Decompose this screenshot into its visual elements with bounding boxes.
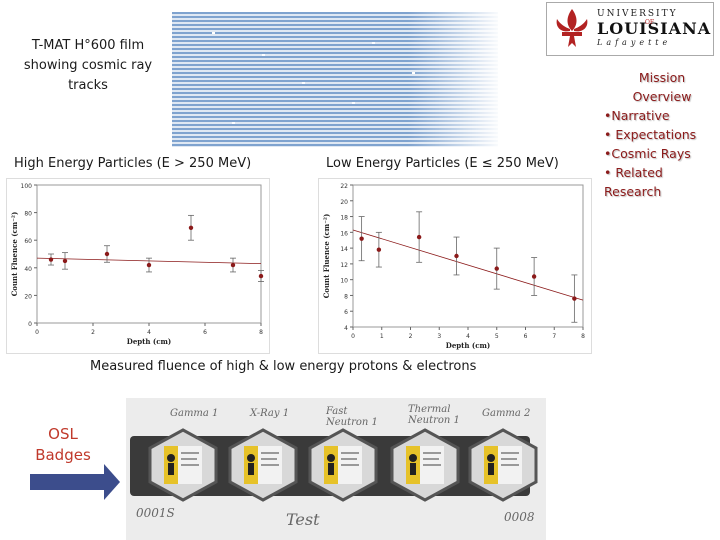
osl-badge-5	[468, 428, 538, 502]
photo-label-test: Test	[286, 510, 320, 529]
data-point	[531, 274, 537, 279]
plot-area	[352, 184, 584, 328]
x-tick-label: 8	[581, 333, 585, 340]
data-point	[188, 225, 194, 230]
y-tick-label: 16	[340, 230, 348, 237]
x-tick-label: 4	[147, 329, 151, 336]
y-axis-label: Count Fluence (cm⁻²)	[322, 214, 331, 299]
x-tick-label: 0	[351, 333, 355, 340]
x-tick-label: 2	[91, 329, 95, 336]
y-tick-label: 18	[340, 215, 348, 222]
fleur-de-lis-icon	[556, 9, 588, 47]
y-tick-label: 14	[340, 246, 348, 253]
osl-badges-label: OSL Badges	[26, 424, 100, 466]
y-tick-label: 8	[344, 293, 348, 300]
mission-item-cosmic-rays: •Cosmic Rays	[604, 146, 691, 161]
photo-label-gamma-1: Gamma 1	[170, 408, 219, 419]
high-energy-chart: 0 20 40 60 80 100 0 2 4 6 8 Depth (cm) Count Fluence…	[6, 178, 270, 354]
x-tick-label: 6	[524, 333, 528, 340]
photo-label-fast-neutron: Fast Neutron 1	[326, 406, 378, 428]
university-logo: UNIVERSITY LOUISIANA Lafayette OF	[546, 2, 714, 56]
arrow-head-icon	[104, 464, 120, 500]
y-tick-label: 0	[28, 321, 32, 328]
film-caption-line-3: tracks	[68, 78, 108, 93]
data-point	[572, 296, 577, 301]
data-point	[454, 253, 459, 259]
y-tick-label: 20	[24, 293, 32, 300]
photo-label-serial-2: 0008	[504, 510, 535, 524]
y-tick-label: 20	[340, 199, 348, 206]
data-point	[146, 262, 152, 268]
x-axis-label: Depth (cm)	[446, 341, 490, 350]
tmat-film-image	[172, 12, 498, 147]
mission-item-research: Research	[604, 184, 662, 199]
measured-fluence-caption: Measured fluence of high & low energy pr…	[90, 359, 477, 374]
y-axis-label: Count Fluence (cm⁻²)	[10, 212, 19, 297]
data-point	[376, 247, 382, 252]
film-caption: T-MAT H°600 film showing cosmic ray trac…	[8, 36, 168, 96]
photo-label-gamma-2: Gamma 2	[482, 408, 531, 419]
x-tick-label: 4	[466, 333, 470, 340]
osl-badge-1	[148, 428, 218, 502]
photo-label-xray-1: X-Ray 1	[250, 408, 290, 419]
film-caption-line-2: showing cosmic ray	[23, 58, 153, 73]
x-tick-label: 8	[259, 329, 263, 336]
y-tick-label: 80	[24, 211, 32, 218]
osl-badge-3	[308, 428, 378, 502]
x-axis-label: Depth (cm)	[127, 337, 171, 346]
photo-label-serial-1: 0001S	[136, 506, 175, 520]
osl-badge-2	[228, 428, 298, 502]
low-energy-label: Low Energy Particles (E ≤ 250 MeV)	[326, 156, 559, 171]
data-point	[359, 236, 364, 241]
x-tick-label: 1	[380, 333, 384, 340]
y-tick-label: 10	[340, 278, 348, 285]
data-point	[494, 266, 499, 271]
x-tick-label: 0	[35, 329, 39, 336]
y-tick-label: 4	[344, 325, 348, 332]
x-tick-label: 2	[409, 333, 413, 340]
data-point	[104, 251, 110, 257]
mission-item-related: • Related	[604, 165, 663, 180]
logo-line-university: UNIVERSITY	[597, 9, 678, 19]
logo-of: OF	[645, 19, 655, 26]
x-tick-label: 7	[552, 333, 556, 340]
y-tick-label: 12	[340, 262, 348, 269]
film-caption-line-1: T-MAT H°600 film	[31, 38, 145, 53]
high-energy-label: High Energy Particles (E > 250 MeV)	[14, 156, 252, 171]
y-tick-label: 100	[21, 183, 33, 190]
x-tick-label: 6	[203, 329, 207, 336]
osl-badges-photo: Gamma 1 X-Ray 1 Fast Neutron 1 Thermal N…	[126, 398, 546, 540]
photo-label-thermal-neutron: Thermal Neutron 1	[408, 404, 460, 426]
y-tick-label: 22	[340, 183, 348, 190]
y-tick-label: 40	[24, 266, 32, 273]
logo-line-lafayette: Lafayette	[597, 38, 672, 47]
trend-line	[352, 229, 584, 301]
mission-item-expectations: • Expectations	[604, 127, 697, 142]
arrow-right-icon	[30, 474, 106, 490]
x-tick-label: 3	[437, 333, 441, 340]
mission-item-narrative: •Narrative	[604, 108, 670, 123]
data-point	[48, 257, 54, 262]
y-tick-label: 6	[344, 309, 348, 316]
data-point	[62, 258, 68, 264]
data-point	[258, 273, 264, 279]
osl-label-line-2: Badges	[35, 446, 91, 464]
data-point	[416, 234, 422, 240]
plot-area	[36, 184, 262, 324]
mission-title-1: Mission	[638, 70, 686, 85]
logo-line-louisiana: LOUISIANA	[597, 19, 712, 38]
x-tick-label: 5	[495, 333, 499, 340]
osl-badge-4	[390, 428, 460, 502]
osl-label-line-1: OSL	[48, 425, 78, 443]
mission-title-2: Overview	[632, 89, 692, 104]
mission-overview: Mission Overview •Narrative • Expectatio…	[604, 68, 720, 201]
y-tick-label: 60	[24, 238, 32, 245]
data-point	[230, 262, 236, 268]
